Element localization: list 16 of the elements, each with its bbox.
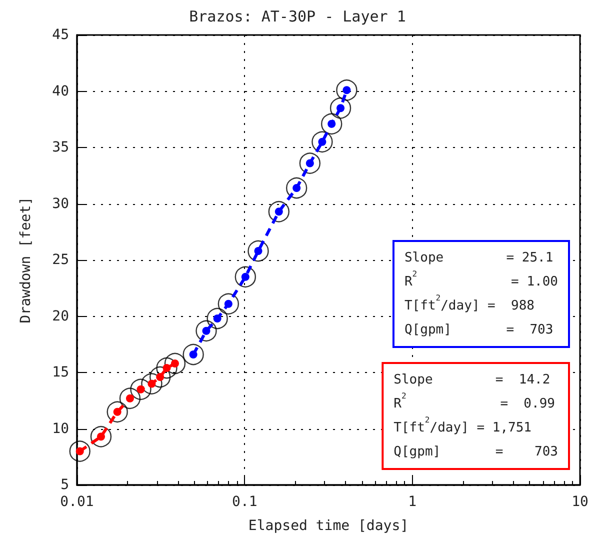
y-tick-label: 40 bbox=[52, 83, 69, 100]
y-tick-label: 20 bbox=[52, 308, 69, 324]
y-tick-label: 45 bbox=[52, 27, 69, 43]
y-tick-label: 25 bbox=[52, 252, 69, 268]
y-tick-label: 30 bbox=[52, 196, 69, 212]
y-axis-title: Drawdown [feet] bbox=[18, 196, 34, 324]
x-axis-title: Elapsed time [days] bbox=[248, 518, 409, 534]
x-tick-label: 0.01 bbox=[60, 494, 94, 510]
x-tick-label: 1 bbox=[408, 494, 417, 510]
y-tick-label: 15 bbox=[52, 364, 69, 380]
x-tick-label: 0.1 bbox=[232, 494, 258, 510]
x-tick-label: 10 bbox=[572, 494, 588, 510]
y-tick-label: 10 bbox=[52, 420, 69, 437]
y-tick-label: 5 bbox=[60, 477, 69, 493]
y-tick-label: 35 bbox=[52, 140, 69, 156]
chart-title: Brazos: AT-30P - Layer 1 bbox=[189, 8, 406, 26]
